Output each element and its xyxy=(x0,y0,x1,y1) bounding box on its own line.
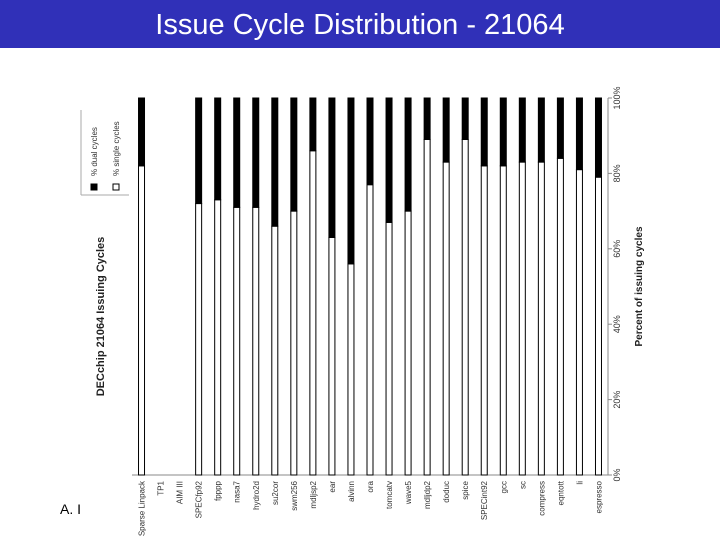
x-tick-label: hydro2d xyxy=(252,481,261,510)
bar-single xyxy=(385,221,393,476)
x-tick-label: eqntott xyxy=(556,480,565,505)
bar-single xyxy=(423,138,431,476)
bar-single xyxy=(309,150,317,476)
bar-dual xyxy=(556,97,564,159)
bar-single xyxy=(461,138,469,476)
legend-swatch xyxy=(112,183,120,191)
x-tick-label: li xyxy=(575,481,584,485)
x-tick-label: SPECint92 xyxy=(480,480,489,520)
bar-dual xyxy=(366,97,374,186)
x-tick-label: tomcatv xyxy=(385,481,394,509)
slide-title: Issue Cycle Distribution - 21064 xyxy=(155,9,565,41)
bar-dual xyxy=(480,97,488,167)
bar-single xyxy=(556,157,564,476)
bar-single xyxy=(290,210,298,476)
x-tick-label: SPECfp92 xyxy=(195,480,204,518)
x-tick-label: gcc xyxy=(499,481,508,493)
bar-single xyxy=(271,225,279,476)
x-tick-label: compress xyxy=(537,481,546,516)
bar-single xyxy=(347,263,355,476)
x-tick-label: TP1 xyxy=(157,480,166,495)
bar-single xyxy=(575,169,583,476)
x-tick-label: nasa7 xyxy=(233,480,242,502)
bar-single xyxy=(537,161,545,476)
bar-dual xyxy=(404,97,412,212)
bar-dual xyxy=(537,97,545,163)
bar-dual xyxy=(233,97,241,208)
bar-single xyxy=(214,199,222,476)
x-tick-label: doduc xyxy=(442,481,451,503)
x-tick-label: ear xyxy=(328,481,337,493)
y-tick-label: 40% xyxy=(612,315,622,333)
bar-dual xyxy=(423,97,431,140)
bar-single xyxy=(138,165,146,476)
bar-single xyxy=(366,184,374,476)
bar-single xyxy=(499,165,507,476)
bar-single xyxy=(518,161,526,476)
x-tick-label: sc xyxy=(518,481,527,489)
x-tick-label: fpppp xyxy=(214,480,223,501)
bar-dual xyxy=(594,97,602,178)
legend-label: % dual cycles xyxy=(90,127,99,176)
bar-dual xyxy=(271,97,279,227)
x-tick-label: espresso xyxy=(594,480,603,513)
bar-dual xyxy=(195,97,203,205)
bar-dual xyxy=(309,97,317,152)
bar-dual xyxy=(499,97,507,167)
bar-single xyxy=(594,176,602,476)
y-axis-title: Percent of issuing cycles xyxy=(634,226,645,346)
y-tick-label: 80% xyxy=(612,164,622,182)
x-tick-label: su2cor xyxy=(271,481,280,505)
bar-dual xyxy=(461,97,469,140)
bar-single xyxy=(233,206,241,476)
x-tick-label: alvinn xyxy=(347,481,356,502)
x-tick-label: wave5 xyxy=(404,480,413,505)
x-tick-label: swm256 xyxy=(290,480,299,510)
y-tick-label: 0% xyxy=(612,468,622,481)
bar-single xyxy=(195,203,203,476)
x-tick-label: Sparse Linpack xyxy=(138,480,147,536)
bar-single xyxy=(480,165,488,476)
x-tick-label: ora xyxy=(366,480,375,492)
y-tick-label: 60% xyxy=(612,240,622,258)
bar-single xyxy=(252,206,260,476)
x-tick-label: mdljdp2 xyxy=(423,480,432,509)
bar-dual xyxy=(442,97,450,163)
legend-swatch xyxy=(90,183,98,191)
footer-text: A. I xyxy=(60,501,82,517)
y-tick-label: 20% xyxy=(612,391,622,409)
bar-dual xyxy=(347,97,355,265)
x-tick-label: spice xyxy=(461,480,470,499)
bar-single xyxy=(328,236,336,476)
bar-dual xyxy=(138,97,146,167)
bar-dual xyxy=(518,97,526,163)
y-tick-label: 100% xyxy=(612,86,622,109)
legend-label: % single cycles xyxy=(112,121,121,176)
x-tick-label: mdljsp2 xyxy=(309,480,318,508)
bar-single xyxy=(404,210,412,476)
bar-dual xyxy=(214,97,222,201)
bar-dual xyxy=(385,97,393,223)
chart-title: DECchip 21064 Issuing Cycles xyxy=(95,237,107,397)
bar-dual xyxy=(252,97,260,208)
bar-single xyxy=(442,161,450,476)
bar-dual xyxy=(290,97,298,212)
x-tick-label: AIM III xyxy=(176,481,185,504)
bar-dual xyxy=(328,97,336,238)
bar-dual xyxy=(575,97,583,171)
title-bar: Issue Cycle Distribution - 21064 xyxy=(0,0,720,48)
